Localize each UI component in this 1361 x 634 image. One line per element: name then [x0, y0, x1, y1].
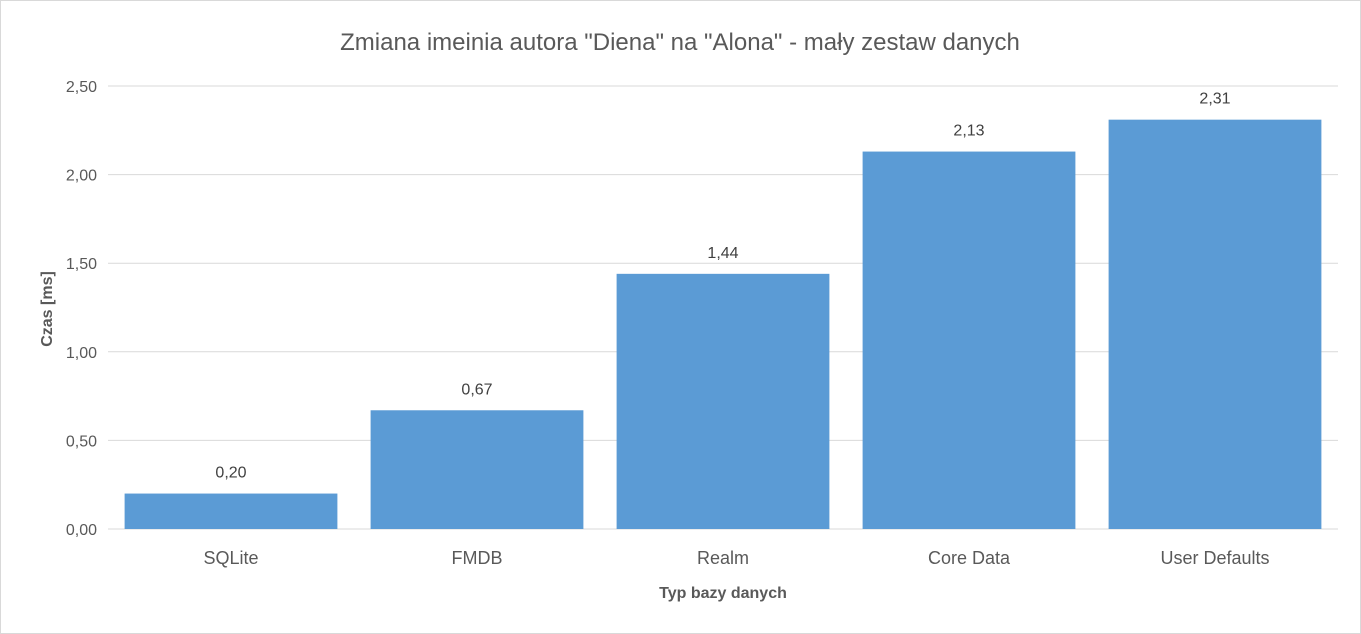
x-tick-label: SQLite [203, 548, 258, 568]
y-tick-label: 0,50 [66, 433, 97, 450]
bar [370, 410, 584, 529]
x-tick-label: FMDB [452, 548, 503, 568]
bar [862, 151, 1076, 529]
y-axis-title: Czas [ms] [39, 271, 56, 347]
bar [124, 493, 338, 529]
data-labels: 0,20 0,67 1,44 2,13 2,31 [215, 91, 1230, 482]
bar [616, 273, 830, 529]
x-tick-label: User Defaults [1160, 548, 1269, 568]
y-tick-label: 1,50 [66, 256, 97, 273]
data-label: 2,13 [953, 123, 984, 140]
y-tick-label: 2,00 [66, 168, 97, 185]
x-axis-ticks: SQLite FMDB Realm Core Data User Defaults [203, 548, 1269, 568]
data-label: 0,20 [215, 465, 246, 482]
bar [1108, 119, 1322, 529]
y-tick-label: 2,50 [66, 79, 97, 96]
data-label: 0,67 [461, 381, 492, 398]
data-label: 1,44 [707, 245, 738, 262]
chart-title: Zmiana imeinia autora "Diena" na "Alona"… [340, 29, 1020, 56]
y-tick-label: 0,00 [66, 522, 97, 539]
y-axis-ticks: 0,00 0,50 1,00 1,50 2,00 2,50 [66, 79, 97, 539]
x-axis-title: Typ bazy danych [659, 585, 787, 602]
y-tick-label: 1,00 [66, 345, 97, 362]
x-tick-label: Core Data [928, 548, 1011, 568]
bars [124, 119, 1322, 529]
x-tick-label: Realm [697, 548, 749, 568]
data-label: 2,31 [1199, 91, 1230, 108]
